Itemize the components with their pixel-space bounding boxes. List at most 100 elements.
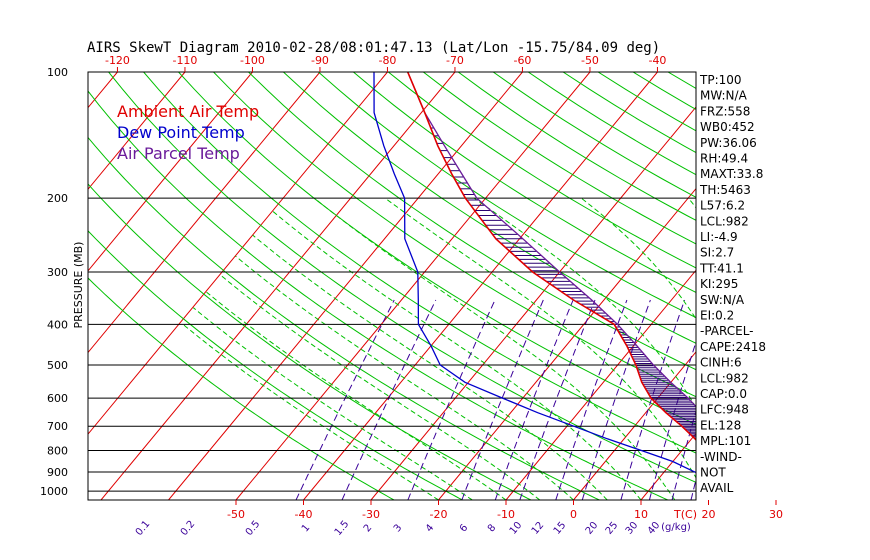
top-tick-label: -40 xyxy=(648,54,666,67)
legend-entry: Ambient Air Temp xyxy=(117,102,259,121)
bottom-tick-label: -50 xyxy=(227,508,245,521)
bottom-tick-label: -20 xyxy=(430,508,448,521)
bottom-tick-label: -30 xyxy=(362,508,380,521)
moist-adiabat-line xyxy=(182,323,439,500)
dry-adiabat-line xyxy=(283,72,696,344)
stability-index: -WIND- xyxy=(700,450,742,464)
mixing-ratio-label: 0.5 xyxy=(244,519,263,538)
chart-title: AIRS SkewT Diagram 2010-02-28/08:01:47.1… xyxy=(87,40,660,56)
mixing-ratio-line xyxy=(295,299,395,500)
ambient-temp-curve xyxy=(406,72,696,442)
parcel-temp-curve xyxy=(407,72,696,408)
moist-adiabat-line xyxy=(235,255,574,500)
mixing-ratio-label: 40 xyxy=(646,520,663,537)
moist-adiabat-line xyxy=(206,291,507,500)
dewpoint-curve xyxy=(373,72,696,474)
isotherm-line xyxy=(844,72,870,500)
moist-adiabat-line xyxy=(220,274,541,500)
stability-index: TT:41.1 xyxy=(699,261,744,275)
mixing-ratio-label: 1.5 xyxy=(333,519,352,538)
mixing-ratio-label: 1 xyxy=(300,522,313,534)
pressure-tick-label: 600 xyxy=(47,392,68,405)
top-tick-label: -110 xyxy=(172,54,197,67)
isotherm-line xyxy=(168,72,523,500)
top-tick-label: -60 xyxy=(513,54,531,67)
stability-index: LCL:982 xyxy=(700,371,749,385)
stability-index: CAPE:2418 xyxy=(700,340,766,354)
isotherm-line xyxy=(0,72,50,500)
stability-index: SI:2.7 xyxy=(700,246,734,260)
mixing-ratio-label: 4 xyxy=(424,522,437,534)
plot-frame xyxy=(87,71,697,501)
y-axis-label: PRESSURE (MB) xyxy=(72,242,85,329)
moist-adiabat-line xyxy=(384,197,696,479)
mixing-ratio-label: 25 xyxy=(604,520,621,537)
dry-adiabat-line xyxy=(773,72,870,500)
dry-adiabat-line xyxy=(387,72,696,269)
moist-adiabat-line xyxy=(313,197,676,500)
dry-adiabat-line xyxy=(738,72,870,500)
pressure-tick-label: 500 xyxy=(47,359,68,372)
mixing-ratio-label: 0.1 xyxy=(134,519,153,538)
isotherm-line xyxy=(573,351,696,500)
mixing-ratio-line xyxy=(671,409,696,500)
mixing-ratio-line xyxy=(791,300,834,500)
mixing-ratio-unit-label: (g/kg) xyxy=(661,522,691,533)
moist-adiabat-line xyxy=(581,197,696,320)
mixing-ratio-label: 8 xyxy=(486,522,499,534)
dry-adiabat-line xyxy=(88,183,532,500)
temperature-unit-label: T(C) xyxy=(673,508,697,521)
stability-index: CINH:6 xyxy=(700,356,742,370)
stability-index: SW:N/A xyxy=(700,293,745,307)
mixing-ratio-line xyxy=(648,340,696,500)
isotherm-line xyxy=(88,72,388,435)
dry-adiabat-line xyxy=(88,136,600,500)
isotherm-line xyxy=(438,187,696,500)
dry-adiabat-line xyxy=(143,72,696,454)
pressure-tick-label: 300 xyxy=(47,266,68,279)
top-tick-label: -100 xyxy=(240,54,265,67)
pressure-tick-label: 800 xyxy=(47,445,68,458)
stability-index: MW:N/A xyxy=(700,89,748,103)
stability-index: -PARCEL- xyxy=(700,324,754,338)
mixing-ratio-label: 0.2 xyxy=(179,519,198,538)
pressure-tick-label: 900 xyxy=(47,466,68,479)
mixing-ratio-label: 12 xyxy=(530,520,547,537)
dry-adiabat-line xyxy=(88,90,669,500)
dry-adiabat-line xyxy=(178,72,696,426)
pressure-tick-label: 700 xyxy=(47,420,68,433)
top-tick-label: -50 xyxy=(581,54,599,67)
dry-adiabat-line xyxy=(492,72,696,198)
stability-index: LCL:982 xyxy=(700,214,749,228)
mixing-ratio-label: 30 xyxy=(624,520,641,537)
dry-adiabat-line xyxy=(108,72,696,483)
bottom-tick-label: 10 xyxy=(634,508,648,521)
mixing-ratio-label: 20 xyxy=(584,520,601,537)
stability-index: L57:6.2 xyxy=(700,199,745,213)
isotherm-line xyxy=(88,72,253,272)
mixing-ratio-line xyxy=(771,300,817,500)
dry-adiabat-line xyxy=(248,72,696,371)
moist-adiabat-line xyxy=(192,307,473,500)
pressure-tick-label: 100 xyxy=(47,66,68,79)
pressure-tick-label: 1000 xyxy=(40,485,68,498)
mixing-ratio-label: 6 xyxy=(458,522,471,534)
bottom-tick-label: 30 xyxy=(769,508,783,521)
stability-index: RH:49.4 xyxy=(700,152,748,166)
stability-index: NOT xyxy=(700,466,726,480)
dry-adiabat-line xyxy=(353,72,696,294)
stability-index: KI:295 xyxy=(700,277,738,291)
top-tick-label: -70 xyxy=(446,54,464,67)
top-tick-label: -80 xyxy=(378,54,396,67)
stability-index: TP:100 xyxy=(699,73,742,87)
dry-adiabat-line xyxy=(667,72,696,90)
isotherm-line xyxy=(88,72,186,191)
top-tick-label: -120 xyxy=(105,54,130,67)
mixing-ratio-label: 2 xyxy=(362,522,375,534)
isotherm-line xyxy=(303,72,658,500)
legend-entry: Dew Point Temp xyxy=(117,123,245,142)
moist-adiabat-line xyxy=(252,234,608,500)
moist-adiabat-line xyxy=(775,198,844,500)
dry-adiabat-line xyxy=(457,72,696,221)
